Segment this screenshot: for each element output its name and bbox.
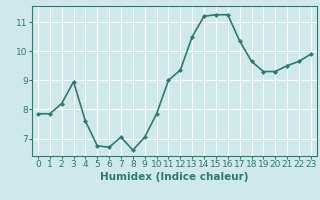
X-axis label: Humidex (Indice chaleur): Humidex (Indice chaleur) <box>100 172 249 182</box>
